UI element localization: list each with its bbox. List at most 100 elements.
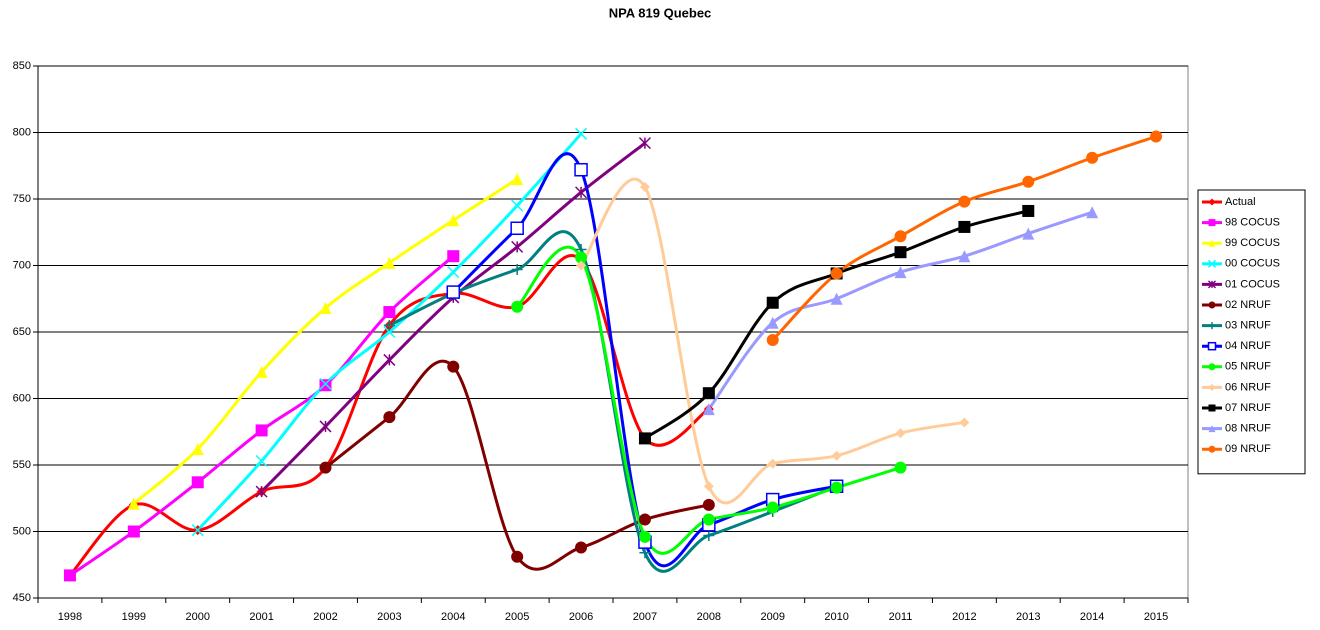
marker [638,137,651,150]
marker [511,173,524,186]
marker [766,501,779,514]
legend-label: 07 NRUF [1225,402,1271,414]
y-tick-label: 850 [13,60,31,72]
marker [1207,341,1217,351]
legend-label: 98 COCUS [1225,217,1280,229]
marker [255,454,268,468]
y-tick-label: 700 [13,259,31,271]
y-tick-label: 550 [13,459,31,471]
marker [1086,206,1099,219]
marker [1208,363,1216,371]
legend-label: 06 NRUF [1225,381,1271,393]
marker [1022,204,1035,217]
marker [766,296,779,309]
y-tick-label: 450 [13,592,31,604]
marker [319,377,332,390]
x-tick-label: 2007 [633,611,657,623]
marker [191,524,204,537]
legend-label: 02 NRUF [1225,299,1271,311]
marker [383,325,396,339]
marker [703,481,714,492]
marker [319,461,332,474]
marker [383,353,396,366]
y-tick-label: 800 [13,126,31,138]
legend-label: 08 NRUF [1225,423,1271,435]
x-tick-label: 1998 [58,611,82,623]
x-tick-label: 2013 [1016,611,1040,623]
x-tick-label: 2002 [313,611,337,623]
marker [958,250,971,263]
marker [830,481,843,494]
x-tick-label: 2011 [889,611,913,623]
marker [1208,239,1216,247]
x-tick-label: 2006 [569,611,593,623]
x-tick-label: 2001 [249,611,273,623]
marker [383,411,396,424]
legend-label: 09 NRUF [1225,443,1271,455]
marker [63,569,76,582]
x-tick-label: 2014 [1080,611,1104,623]
x-tick-label: 2009 [760,611,784,623]
y-tick-label: 600 [13,392,31,404]
marker [1208,383,1216,391]
marker [958,220,971,233]
x-tick-label: 2003 [377,611,401,623]
marker [702,403,715,416]
marker [1208,404,1216,412]
marker [319,420,332,433]
marker [191,443,204,456]
marker [447,266,460,279]
marker [1208,322,1216,330]
x-tick-label: 2010 [824,611,848,623]
marker [1208,219,1216,227]
marker [1022,227,1035,240]
marker [639,182,650,193]
marker [959,417,970,428]
marker [639,547,651,559]
marker [127,525,140,538]
marker [894,230,907,243]
marker [638,513,651,526]
x-tick-label: 2004 [441,611,465,623]
marker [447,214,460,227]
marker [575,541,588,554]
series-line [452,152,837,568]
marker [510,221,524,236]
marker [255,485,268,498]
marker [766,333,779,346]
marker [255,424,268,437]
marker [766,316,779,329]
marker [319,302,332,315]
legend-label: Actual [1225,196,1256,208]
marker [191,476,204,489]
legend-label: 01 COCUS [1225,278,1280,290]
marker [319,379,332,392]
marker [1207,280,1217,289]
marker [574,162,588,177]
marker [255,365,268,378]
marker [767,458,778,469]
marker [511,550,524,563]
marker [511,240,524,253]
marker [638,432,651,445]
y-tick-label: 750 [13,193,31,205]
chart-title: NPA 819 Quebec [609,5,712,20]
marker [383,256,396,269]
legend-label: 00 COCUS [1225,258,1280,270]
x-tick-label: 2012 [952,611,976,623]
marker [1208,198,1216,206]
y-tick-label: 650 [13,326,31,338]
legend-label: 05 NRUF [1225,361,1271,373]
marker [576,260,587,271]
marker [894,246,907,259]
marker [638,530,651,543]
marker [575,186,588,199]
marker [1208,301,1216,309]
marker [447,360,460,373]
y-tick-label: 500 [13,525,31,537]
marker [895,428,906,439]
marker [703,529,715,541]
marker [447,250,460,263]
marker [383,306,396,319]
marker [1208,425,1216,433]
